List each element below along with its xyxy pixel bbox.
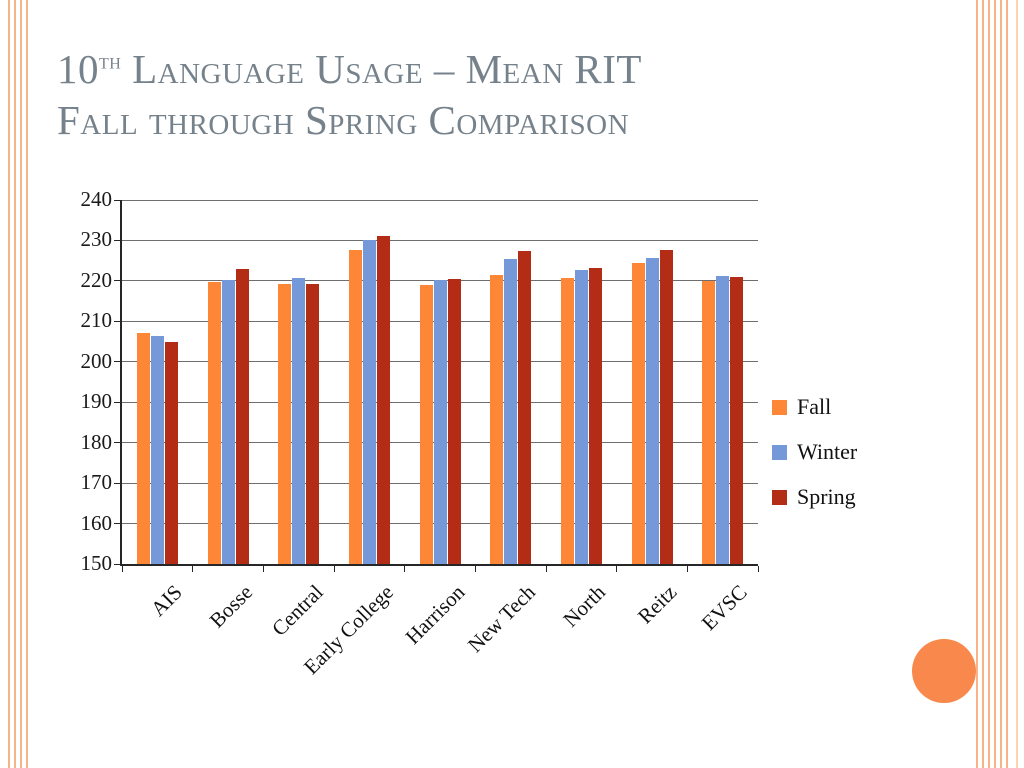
y-axis-label: 150 <box>80 551 113 575</box>
x-axis-labels: AIS Bosse Central Early College Harrison New … <box>120 572 756 692</box>
bar-spring-central <box>306 284 320 564</box>
title-number: 10 <box>57 46 99 92</box>
x-axis-label: AIS <box>145 580 187 621</box>
y-axis-label: 220 <box>80 267 113 292</box>
x-axis-tick <box>474 566 476 572</box>
x-axis-label: Central <box>266 580 328 641</box>
x-axis-label: North <box>558 580 611 632</box>
x-axis-label: Reitz <box>632 580 681 629</box>
plot-area <box>114 199 759 572</box>
bar-spring-reitz <box>659 249 673 564</box>
y-axis-label: 240 <box>80 187 113 211</box>
legend-swatch <box>772 444 787 460</box>
x-axis-label: Harrison <box>400 580 469 649</box>
legend-swatch <box>772 489 787 505</box>
x-axis-tick <box>333 566 335 572</box>
bar-winter-new-tech <box>504 258 518 564</box>
left-edge-stripes <box>8 0 31 768</box>
y-axis-label: 160 <box>80 510 113 535</box>
y-axis-tick <box>114 199 120 201</box>
bar-winter-harrison <box>433 280 447 564</box>
bar-fall-ais <box>136 332 150 564</box>
bar-spring-ais <box>164 341 178 564</box>
y-axis-tick <box>114 361 120 363</box>
bar-spring-bosse <box>235 268 249 564</box>
title-line1: 10th Language Usage – Mean RIT <box>57 46 642 92</box>
bar-winter-ais <box>150 335 164 564</box>
x-axis-tick <box>686 566 688 572</box>
x-axis-tick <box>121 566 123 572</box>
y-axis-tick <box>114 563 120 565</box>
bar-fall-early-college <box>348 250 362 564</box>
y-axis-tick <box>114 401 120 403</box>
legend-item-winter: Winter <box>772 439 857 465</box>
legend-item-spring: Spring <box>772 484 857 510</box>
x-axis-tick <box>404 566 406 572</box>
x-axis-tick <box>192 566 194 572</box>
title-superscript: th <box>99 48 122 74</box>
y-axis-tick <box>114 482 120 484</box>
right-edge-stripes <box>976 0 1010 768</box>
legend-item-fall: Fall <box>772 394 857 420</box>
accent-circle <box>912 639 976 703</box>
y-axis-label: 180 <box>80 429 113 454</box>
x-axis-label: EVSC <box>696 580 752 635</box>
x-axis-tick <box>545 566 547 572</box>
legend-label: Spring <box>797 484 856 509</box>
y-axis-tick <box>114 442 120 444</box>
bar-fall-evsc <box>702 280 716 564</box>
bar-spring-evsc <box>730 276 744 564</box>
bar-spring-harrison <box>447 278 461 564</box>
y-axis-tick <box>114 280 120 282</box>
gridline <box>122 199 758 201</box>
bar-winter-early-college <box>362 240 376 564</box>
y-axis-tick <box>114 320 120 322</box>
title-line1-rest: Language Usage – Mean RIT <box>121 46 642 92</box>
bar-fall-reitz <box>631 262 645 564</box>
title-line2: Fall through Spring Comparison <box>57 96 630 143</box>
y-axis-label: 200 <box>80 348 113 373</box>
y-axis-tick <box>114 239 120 241</box>
y-axis-label: 230 <box>80 227 113 252</box>
bar-fall-central <box>278 284 292 564</box>
bar-winter-reitz <box>645 257 659 564</box>
legend-swatch <box>772 399 787 415</box>
legend-label: Winter <box>797 439 858 464</box>
legend-label: Fall <box>797 394 832 419</box>
bar-fall-north <box>560 278 574 564</box>
slide-title: 10th Language Usage – Mean RIT Fall thro… <box>57 44 917 146</box>
bar-spring-new-tech <box>518 250 532 564</box>
right-edge-accent-stripe <box>1016 0 1018 768</box>
y-axis-label: 190 <box>80 389 113 414</box>
gridline <box>122 239 758 241</box>
x-axis-tick <box>616 566 618 572</box>
bar-fall-harrison <box>419 284 433 564</box>
bar-chart: 150 160 170 180 190 200 210 220 230 240 AIS Bosse C… <box>58 187 770 679</box>
y-axis-label: 210 <box>80 308 113 333</box>
x-axis-tick <box>262 566 264 572</box>
bar-winter-central <box>292 277 306 564</box>
x-axis-tick <box>757 566 759 572</box>
y-axis-label: 170 <box>80 470 113 495</box>
bar-spring-early-college <box>376 236 390 564</box>
bar-winter-bosse <box>221 280 235 564</box>
bar-fall-new-tech <box>490 274 504 564</box>
bar-winter-north <box>574 269 588 564</box>
bar-spring-north <box>588 267 602 564</box>
legend: Fall Winter Spring <box>772 394 857 529</box>
bar-winter-evsc <box>716 276 730 564</box>
y-axis: 150 160 170 180 190 200 210 220 230 240 <box>58 187 113 575</box>
bar-fall-bosse <box>207 282 221 564</box>
y-axis-tick <box>114 523 120 525</box>
x-axis-label: Bosse <box>204 580 257 633</box>
x-axis-label: New Tech <box>462 580 540 658</box>
